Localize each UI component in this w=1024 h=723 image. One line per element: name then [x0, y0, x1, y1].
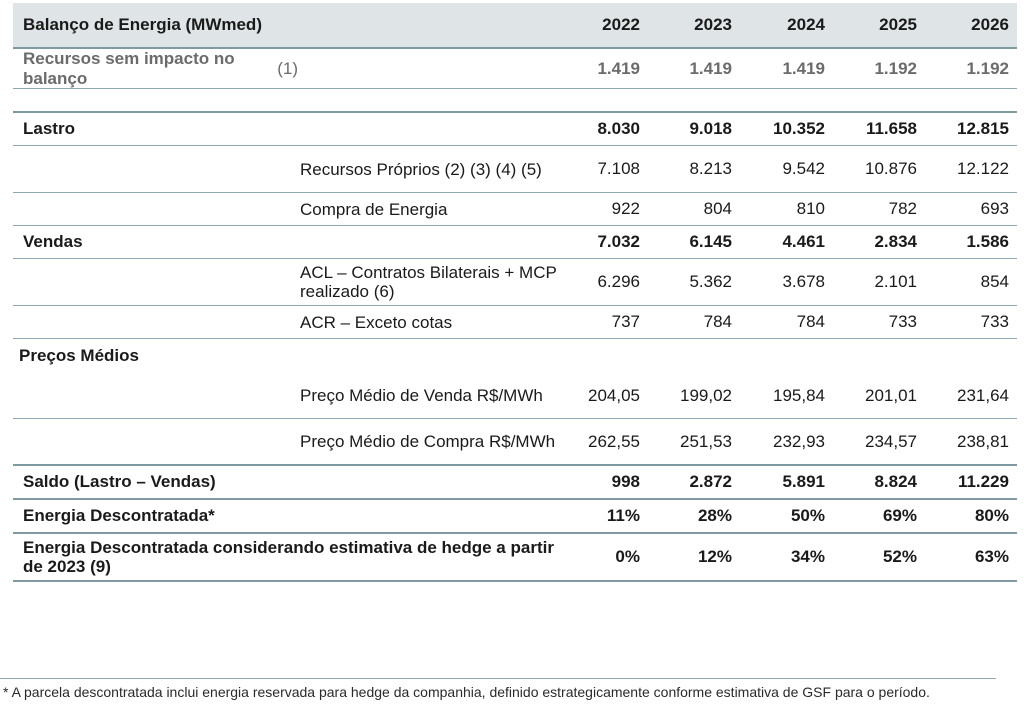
row-label: ACL – Contratos Bilaterais + MCP realiza…: [300, 263, 557, 301]
value-2023: 804: [703, 199, 732, 218]
value-2025: 8.824: [874, 472, 917, 491]
value-2025: 234,57: [865, 431, 917, 451]
row-compra-energia: Compra de Energia 922 804 810 782 693: [13, 193, 1017, 226]
year-header-2023: 2023: [694, 15, 732, 34]
value-2024: 195,84: [773, 385, 825, 405]
value-2022: 737: [611, 312, 640, 331]
value-2026: 733: [980, 312, 1009, 331]
row-label: Compra de Energia: [300, 199, 448, 219]
row-label: Preços Médios: [19, 346, 139, 365]
row-label: Recursos Próprios (2) (3) (4) (5): [300, 159, 542, 179]
value-2026: 12.815: [957, 119, 1009, 138]
value-2026: 238,81: [957, 431, 1009, 451]
row-label-note: (1): [277, 58, 298, 78]
value-2023: 12%: [697, 547, 732, 566]
value-2024: 810: [796, 199, 825, 218]
value-2026: 63%: [974, 547, 1009, 566]
value-2024: 3.678: [782, 272, 825, 291]
value-2025: 733: [888, 312, 917, 331]
value-2023: 6.145: [689, 232, 732, 251]
year-header-2026: 2026: [971, 15, 1009, 34]
row-label: ACR – Exceto cotas: [300, 312, 453, 332]
year-header-2024: 2024: [787, 15, 825, 34]
row-energia-descontratada-hedge: Energia Descontratada considerando estim…: [13, 534, 1017, 582]
value-2023: 5.362: [689, 272, 732, 291]
row-energia-descontratada: Energia Descontratada* 11% 28% 50% 69% 8…: [13, 500, 1017, 534]
table-header-row: Balanço de Energia (MWmed) 2022 2023 202…: [13, 3, 1017, 49]
value-2025: 52%: [882, 547, 917, 566]
value-2022: 7.108: [597, 159, 640, 178]
row-label: Energia Descontratada considerando estim…: [23, 538, 554, 576]
value-2024: 784: [796, 312, 825, 331]
value-2026: 1.586: [966, 232, 1009, 251]
footnote-divider: [0, 678, 996, 679]
value-2022: 0%: [615, 547, 640, 566]
value-2026: 693: [980, 199, 1009, 218]
row-preco-venda: Preço Médio de Venda R$/MWh 204,05 199,0…: [13, 373, 1017, 419]
row-label: Saldo (Lastro – Vendas): [23, 472, 216, 491]
value-2024: 1.419: [782, 58, 825, 78]
value-2023: 251,53: [680, 431, 732, 451]
value-2026: 11.229: [957, 472, 1009, 491]
table-title: Balanço de Energia (MWmed): [23, 15, 262, 34]
value-2025: 782: [888, 199, 917, 218]
value-2024: 34%: [790, 547, 825, 566]
value-2024: 50%: [790, 506, 825, 525]
value-2023: 199,02: [680, 385, 732, 405]
row-label: Recursos sem impacto no balanço (1): [13, 49, 298, 88]
value-2022: 11%: [606, 506, 640, 525]
value-2025: 1.192: [874, 58, 917, 78]
row-vendas: Vendas 7.032 6.145 4.461 2.834 1.586: [13, 226, 1017, 259]
energy-balance-table: Balanço de Energia (MWmed) 2022 2023 202…: [13, 3, 1017, 582]
value-2026: 1.192: [966, 58, 1009, 78]
value-2025: 10.876: [865, 159, 917, 178]
value-2022: 204,05: [588, 385, 640, 405]
year-header-2025: 2025: [879, 15, 917, 34]
section-spacer: [13, 89, 1017, 113]
row-recursos-sem-impacto: Recursos sem impacto no balanço (1) 1.41…: [13, 49, 1017, 89]
value-2022: 7.032: [597, 232, 640, 251]
row-label: Lastro: [23, 119, 75, 138]
value-2024: 4.461: [782, 232, 825, 251]
row-acr: ACR – Exceto cotas 737 784 784 733 733: [13, 306, 1017, 339]
value-2023: 9.018: [689, 119, 732, 138]
value-2023: 784: [703, 312, 732, 331]
value-2026: 231,64: [957, 385, 1009, 405]
row-saldo: Saldo (Lastro – Vendas) 998 2.872 5.891 …: [13, 466, 1017, 500]
value-2026: 12.122: [957, 159, 1009, 178]
value-2024: 10.352: [773, 119, 825, 138]
row-precos-medios: Preços Médios: [13, 339, 1017, 373]
row-acl: ACL – Contratos Bilaterais + MCP realiza…: [13, 259, 1017, 306]
row-label: Preço Médio de Compra R$/MWh: [300, 432, 556, 451]
row-label: Vendas: [23, 232, 83, 251]
value-2025: 2.834: [874, 232, 917, 251]
row-label: Preço Médio de Venda R$/MWh: [300, 386, 543, 405]
value-2022: 998: [611, 472, 640, 491]
value-2022: 922: [611, 199, 640, 218]
year-header-2022: 2022: [602, 15, 640, 34]
value-2025: 2.101: [874, 272, 917, 291]
row-preco-compra: Preço Médio de Compra R$/MWh 262,55 251,…: [13, 419, 1017, 466]
value-2025: 69%: [882, 506, 917, 525]
value-2024: 232,93: [773, 431, 825, 451]
value-2022: 8.030: [597, 119, 640, 138]
value-2023: 28%: [697, 506, 732, 525]
value-2022: 262,55: [588, 431, 640, 451]
value-2023: 8.213: [689, 159, 732, 178]
value-2025: 11.658: [865, 119, 917, 138]
row-label-text: Recursos sem impacto no balanço: [23, 48, 235, 88]
value-2026: 854: [980, 272, 1009, 291]
row-recursos-proprios: Recursos Próprios (2) (3) (4) (5) 7.108 …: [13, 146, 1017, 193]
value-2023: 2.872: [689, 472, 732, 491]
value-2024: 9.542: [782, 159, 825, 178]
value-2022: 1.419: [597, 58, 640, 78]
value-2023: 1.419: [689, 58, 732, 78]
value-2025: 201,01: [865, 385, 917, 405]
row-label: Energia Descontratada*: [23, 506, 215, 525]
footnote: * A parcela descontratada inclui energia…: [3, 684, 930, 700]
row-lastro: Lastro 8.030 9.018 10.352 11.658 12.815: [13, 113, 1017, 146]
value-2024: 5.891: [782, 472, 825, 491]
value-2022: 6.296: [597, 272, 640, 291]
value-2026: 80%: [974, 506, 1009, 525]
